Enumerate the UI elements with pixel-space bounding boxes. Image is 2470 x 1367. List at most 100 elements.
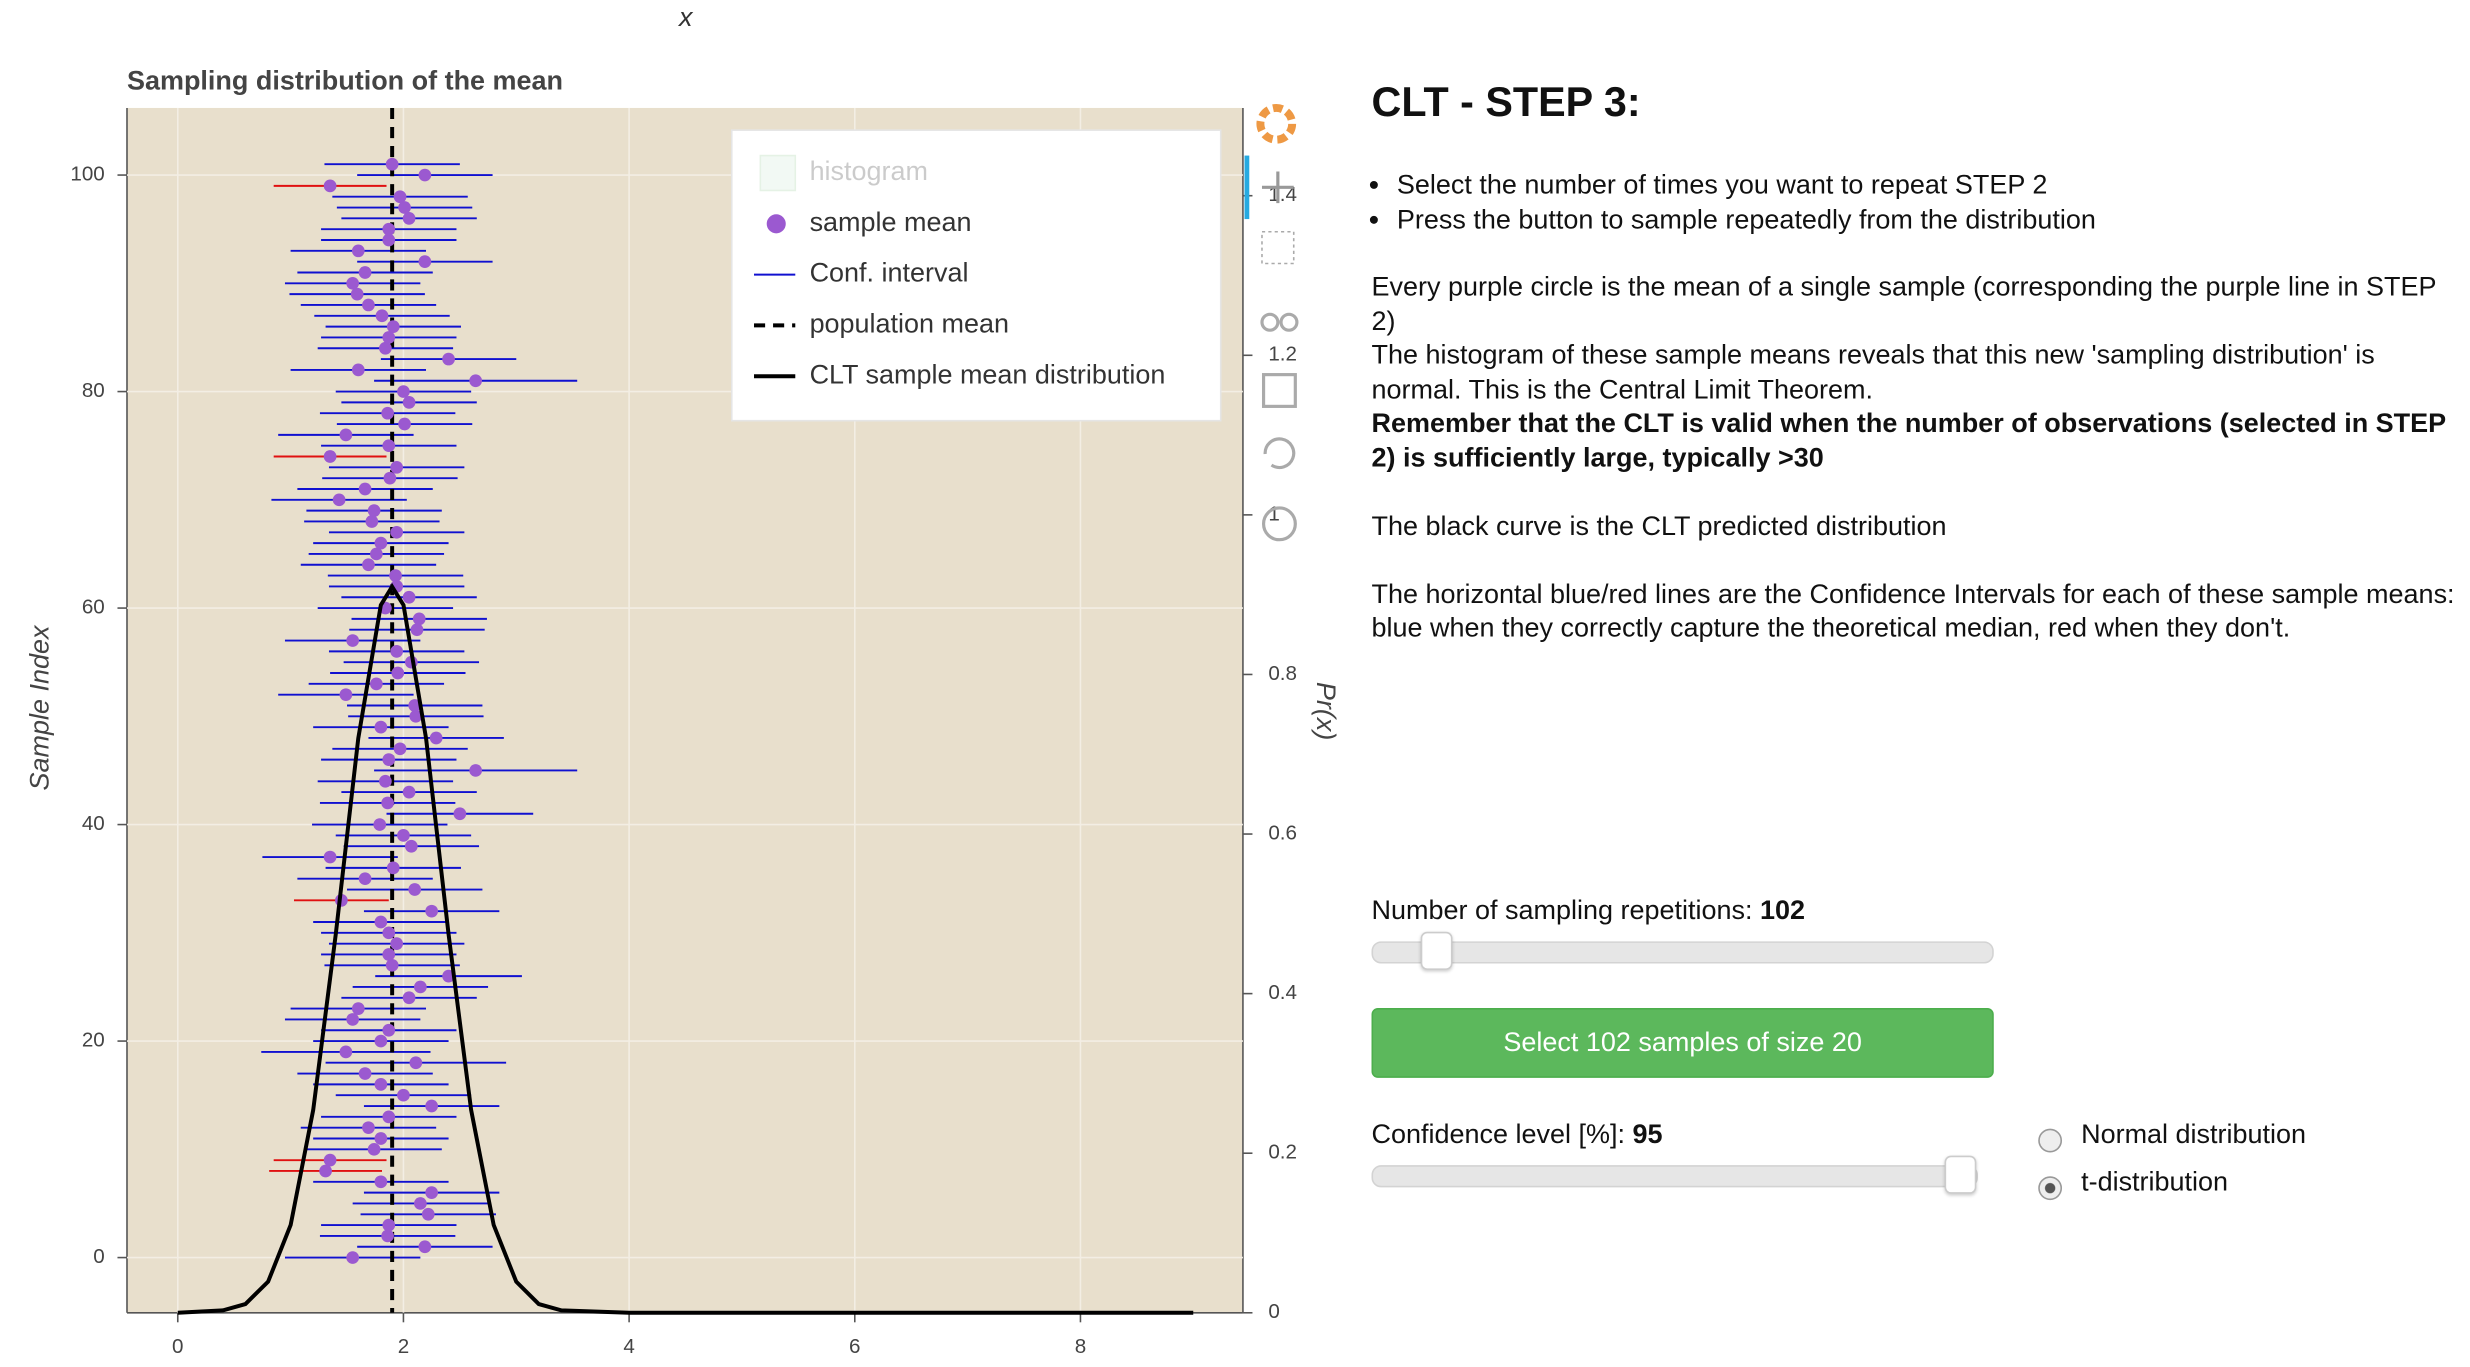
slider-handle[interactable] — [1944, 1155, 1977, 1194]
bullet: Press the button to sample repeatedly fr… — [1397, 202, 2467, 236]
y2-tick-label: 0.6 — [1268, 821, 1297, 844]
confidence-slider[interactable] — [1371, 1155, 1978, 1194]
sample-mean — [386, 320, 400, 333]
label: Confidence level [%]: — [1371, 1119, 1626, 1150]
help-tool[interactable] — [1261, 506, 1297, 542]
sample-mean — [339, 1045, 353, 1059]
sample-mean — [398, 201, 411, 214]
radio-label[interactable]: Normal distribution — [2081, 1119, 2307, 1150]
legend-swatch — [759, 154, 797, 192]
legend-label: population mean — [810, 309, 1009, 339]
radio-button[interactable] — [2038, 1176, 2063, 1201]
sample-mean — [362, 558, 375, 572]
sample-mean — [385, 157, 399, 171]
sample-mean — [402, 212, 416, 225]
confidence-label: Confidence level [%]: 95 — [1372, 1119, 1663, 1151]
sample-mean — [382, 331, 396, 344]
save-tool[interactable] — [1261, 373, 1297, 408]
legend-label: Conf. interval — [810, 258, 969, 288]
radio-label[interactable]: t-distribution — [2081, 1166, 2229, 1197]
y2-tick-label: 1 — [1268, 502, 1279, 525]
x-tick-label: 4 — [623, 1335, 634, 1358]
sample-mean — [425, 1099, 438, 1113]
sample-mean — [425, 1186, 438, 1199]
y-tick-label: 0 — [93, 1245, 104, 1268]
sample-mean — [374, 1132, 388, 1145]
label: Number of sampling repetitions: — [1371, 895, 1753, 926]
sample-mean — [402, 991, 416, 1005]
sample-button[interactable]: Select 102 samples of size 20 — [1371, 1007, 1994, 1078]
wheel-zoom-tool-b[interactable] — [1279, 312, 1299, 332]
sample-mean — [362, 298, 375, 312]
sample-mean — [346, 1013, 360, 1026]
sample-mean — [381, 796, 394, 810]
x-tick-label: 6 — [849, 1335, 860, 1358]
x-axis-label: x — [677, 2, 694, 32]
sample-mean — [383, 471, 397, 485]
sample-mean — [418, 168, 432, 182]
sample-mean — [346, 634, 360, 647]
sample-mean — [404, 839, 418, 853]
y-tick-label: 60 — [82, 596, 105, 619]
bokeh-logo[interactable] — [1256, 103, 1297, 144]
active-tool-marker — [1244, 155, 1250, 220]
y2-tick-label: 1.2 — [1268, 343, 1297, 366]
sample-mean — [319, 1164, 332, 1178]
legend: histogram sample mean Conf. interval popula… — [730, 129, 1222, 422]
sample-mean — [323, 450, 337, 463]
sample-mean — [402, 785, 416, 799]
sample-mean — [414, 980, 427, 994]
sample-mean — [375, 309, 389, 323]
plot: 0 2 4 6 802040608010000.20.40.60.811.21.4his… — [70, 107, 1297, 1358]
x-tick-label: 2 — [398, 1335, 409, 1358]
sample-mean — [365, 515, 379, 528]
sample-mean — [390, 937, 404, 950]
sample-mean — [397, 1088, 410, 1102]
sample-mean — [418, 255, 432, 269]
sample-mean — [385, 958, 399, 972]
sample-mean — [382, 753, 396, 766]
sample-mean — [391, 666, 405, 680]
instructions: CLT - STEP 3: Select the number of times… — [1372, 70, 2467, 680]
sample-mean — [393, 742, 407, 756]
wheel-zoom-tool[interactable] — [1260, 312, 1280, 332]
sample-mean — [442, 352, 455, 366]
paragraph: The horizontal blue/red lines are the Co… — [1371, 578, 2455, 643]
sample-mean — [386, 861, 400, 875]
box-zoom-tool[interactable] — [1261, 230, 1295, 265]
sample-mean — [374, 720, 388, 734]
pan-tool[interactable] — [1261, 171, 1294, 204]
sample-mean — [358, 872, 372, 886]
sample-mean — [425, 904, 438, 918]
sample-mean — [373, 818, 387, 831]
clt-curve — [177, 582, 1194, 1315]
sample-mean — [397, 385, 410, 398]
sample-mean — [382, 439, 396, 453]
sample-mean — [374, 1034, 388, 1048]
sample-mean — [323, 179, 337, 193]
note: Remember that the CLT is valid when the … — [1371, 407, 2446, 473]
radio-button[interactable] — [2038, 1128, 2063, 1153]
sample-mean — [382, 926, 396, 940]
heading: CLT - STEP 3: — [1371, 77, 1641, 126]
sample-mean — [410, 623, 424, 637]
sample-mean — [367, 1142, 381, 1156]
sample-mean — [379, 341, 392, 355]
sample-mean — [351, 1002, 365, 1015]
repetitions-slider[interactable] — [1371, 931, 1994, 970]
sample-mean — [421, 1207, 435, 1221]
sample-mean — [382, 948, 396, 961]
sample-mean — [414, 1197, 427, 1210]
paragraph: The histogram of these sample means reve… — [1371, 339, 2375, 404]
sample-mean — [339, 428, 353, 442]
bullet: Select the number of times you want to r… — [1397, 168, 2467, 202]
y-tick-label: 80 — [82, 379, 105, 402]
chart-title: Sampling distribution of the mean — [127, 66, 563, 96]
slider-handle[interactable] — [1420, 931, 1453, 970]
x-tick-label: 8 — [1075, 1335, 1086, 1358]
bullet-list: Select the number of times you want to r… — [1372, 168, 2467, 236]
reset-tool[interactable] — [1263, 437, 1296, 470]
sample-mean — [402, 396, 416, 409]
legend-label: CLT sample mean distribution — [810, 359, 1166, 389]
